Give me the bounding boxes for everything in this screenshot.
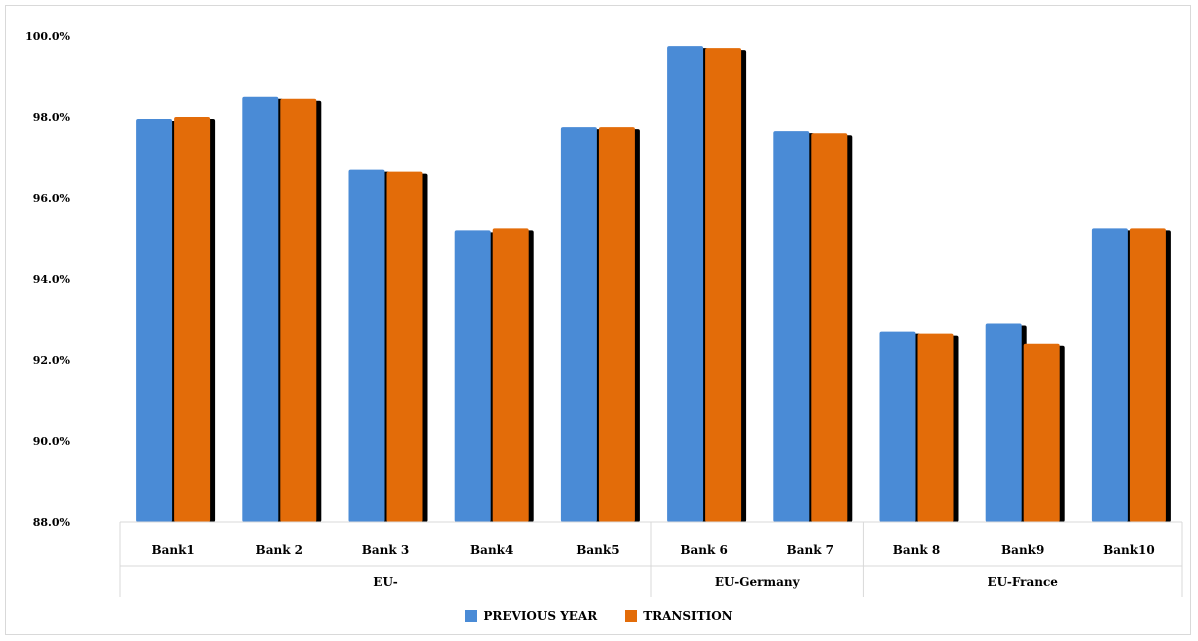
group-label: EU- — [373, 575, 397, 589]
legend-label-previous-year: PREVIOUS YEAR — [483, 609, 598, 623]
legend-swatch-previous-year — [465, 610, 478, 622]
legend-label-transition: TRANSITION — [643, 609, 733, 623]
bar-transition — [280, 98, 317, 523]
bar-previous-year — [1091, 228, 1128, 522]
y-tick-label: 92.0% — [33, 354, 71, 367]
bar-previous-year — [242, 96, 279, 522]
category-label: Bank 6 — [680, 543, 727, 557]
y-tick-label: 90.0% — [33, 435, 71, 448]
category-label: Bank9 — [1001, 543, 1044, 557]
y-tick-label: 88.0% — [33, 516, 71, 529]
y-tick-label: 98.0% — [33, 111, 71, 124]
bar-previous-year — [560, 127, 597, 522]
bar-transition — [174, 117, 211, 522]
bar-transition — [1129, 228, 1166, 522]
legend-swatch-transition — [625, 610, 638, 622]
bar-previous-year — [879, 331, 916, 522]
bar-previous-year — [454, 230, 491, 522]
category-label: Bank 8 — [893, 543, 940, 557]
legend-item-transition: TRANSITION — [625, 609, 733, 623]
y-tick-label: 100.0% — [25, 30, 70, 43]
bar-previous-year — [348, 169, 385, 522]
bar-previous-year — [773, 131, 810, 523]
group-label: EU-Germany — [715, 575, 801, 589]
category-label: Bank 2 — [256, 543, 303, 557]
bar-transition — [1023, 343, 1060, 522]
bar-transition — [917, 333, 954, 522]
bar-transition — [705, 48, 742, 523]
bar-transition — [492, 228, 529, 522]
category-label: Bank 3 — [362, 543, 409, 557]
category-label: Bank 7 — [787, 543, 834, 557]
category-label: Bank4 — [470, 543, 513, 557]
group-label: EU-France — [987, 575, 1058, 589]
bar-previous-year — [667, 46, 704, 522]
legend: PREVIOUS YEAR TRANSITION — [0, 609, 1198, 623]
category-label: Bank1 — [151, 543, 194, 557]
y-tick-label: 94.0% — [33, 273, 71, 286]
bar-previous-year — [985, 323, 1022, 522]
y-tick-label: 96.0% — [33, 192, 71, 205]
chart-frame — [5, 5, 1191, 635]
category-label: Bank10 — [1103, 543, 1155, 557]
bar-previous-year — [136, 119, 173, 523]
legend-item-previous-year: PREVIOUS YEAR — [465, 609, 597, 623]
bar-transition — [598, 127, 635, 522]
category-label: Bank5 — [576, 543, 619, 557]
bar-transition — [811, 133, 848, 522]
bar-transition — [386, 171, 423, 523]
